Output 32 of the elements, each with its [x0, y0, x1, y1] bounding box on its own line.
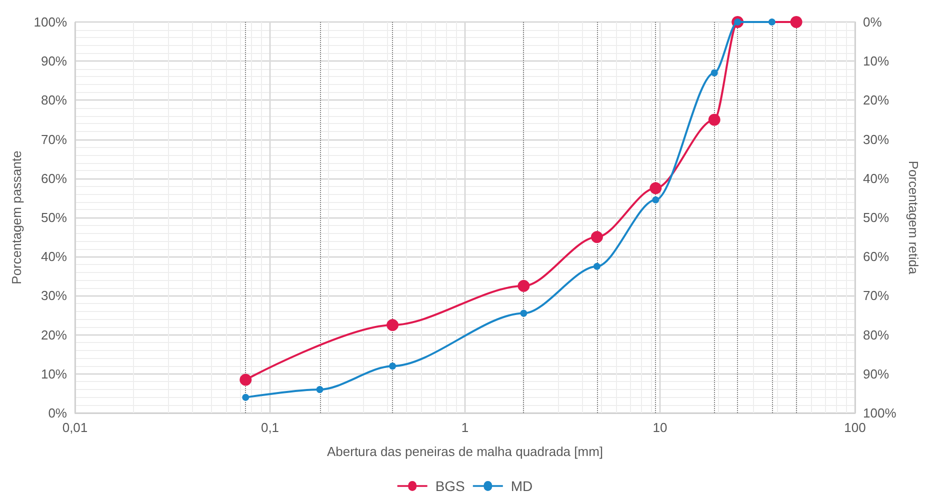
y2-axis-title: Porcentagem retida — [906, 160, 922, 275]
y-tick-label: 70% — [40, 132, 68, 147]
y2-tick-label: 80% — [863, 327, 890, 342]
y-tick-label: 60% — [40, 170, 68, 186]
y2-tick-label: 60% — [863, 249, 890, 264]
y-tick-label: 100% — [34, 14, 68, 30]
y2-tick-label: 30% — [863, 132, 890, 147]
y-tick-label: 10% — [40, 366, 68, 382]
x-tick-label: 0,1 — [260, 420, 280, 435]
legend-label: MD — [510, 478, 533, 494]
legend-label: BGS — [435, 478, 465, 494]
x-tick-label: 100 — [844, 420, 866, 435]
y-tick-label: 40% — [40, 249, 68, 264]
y-tick-label: 90% — [40, 54, 68, 69]
y-tick-label: 0% — [48, 406, 68, 420]
y2-tick-label: 50% — [863, 210, 890, 225]
y-tick-label: 30% — [40, 288, 68, 304]
x-tick-label: 10 — [652, 420, 668, 435]
y-axis-title: Porcentagem passante — [8, 150, 24, 284]
x-axis-title: Abertura das peneiras de malha quadrada [mm] — [326, 444, 604, 459]
y2-tick-label: 40% — [863, 170, 890, 186]
y2-tick-label: 10% — [863, 54, 890, 69]
y2-tick-label: 0% — [863, 14, 882, 30]
y2-tick-label: 20% — [863, 92, 890, 108]
y2-tick-label: 100% — [863, 406, 897, 420]
x-tick-label: 1 — [461, 420, 469, 435]
y-tick-label: 50% — [40, 210, 68, 225]
y-tick-label: 80% — [40, 92, 68, 108]
y-tick-label: 20% — [40, 327, 68, 342]
y2-tick-label: 70% — [863, 288, 890, 304]
x-tick-label: 0,01 — [62, 420, 88, 435]
y2-tick-label: 90% — [863, 366, 890, 382]
